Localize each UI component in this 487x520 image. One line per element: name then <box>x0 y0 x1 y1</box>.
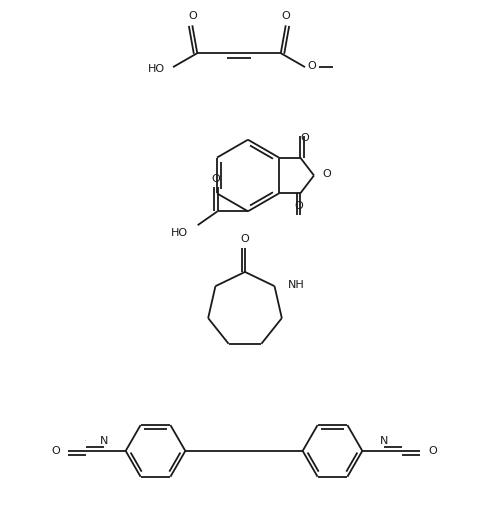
Text: O: O <box>308 61 317 71</box>
Text: O: O <box>188 11 197 21</box>
Text: O: O <box>294 201 302 211</box>
Text: N: N <box>100 436 108 446</box>
Text: O: O <box>211 175 220 185</box>
Text: O: O <box>428 446 437 456</box>
Text: O: O <box>281 11 290 21</box>
Text: HO: HO <box>170 228 187 238</box>
Text: O: O <box>241 234 249 244</box>
Text: N: N <box>380 436 388 446</box>
Text: O: O <box>301 133 310 142</box>
Text: NH: NH <box>287 280 304 290</box>
Text: O: O <box>51 446 60 456</box>
Text: O: O <box>322 170 331 179</box>
Text: C: C <box>85 440 86 441</box>
Text: HO: HO <box>148 64 165 74</box>
